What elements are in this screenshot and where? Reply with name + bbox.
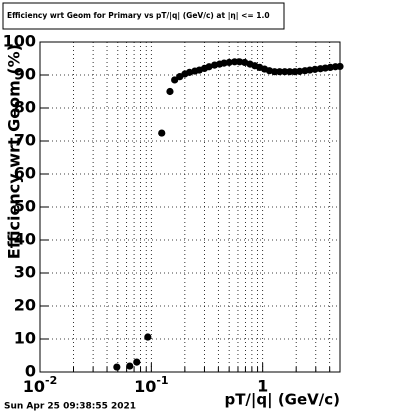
data-point — [231, 58, 239, 66]
y-tick-label: 60 — [14, 164, 36, 183]
data-point — [126, 362, 134, 370]
data-point — [271, 68, 279, 76]
data-point — [311, 65, 319, 73]
y-tick-label: 70 — [14, 131, 36, 150]
chart-title: Efficiency wrt Geom for Primary vs pT/|q… — [7, 11, 270, 21]
y-tick-label: 50 — [14, 197, 36, 216]
y-tick-label: 40 — [14, 230, 36, 249]
x-tick-exponent: -2 — [45, 374, 57, 387]
data-point — [296, 67, 304, 75]
data-point — [133, 358, 141, 366]
y-tick-label: 90 — [14, 65, 36, 84]
y-tick-label: 0 — [25, 362, 36, 381]
data-point — [336, 62, 344, 71]
data-point — [113, 363, 121, 371]
data-point — [276, 68, 284, 76]
title-box — [2, 2, 285, 30]
data-point — [166, 87, 174, 96]
data-point — [144, 333, 152, 341]
data-point — [225, 58, 233, 67]
y-tick-label: 100 — [3, 32, 36, 51]
x-tick-exponent: -1 — [156, 374, 168, 387]
data-point — [286, 68, 294, 76]
x-tick-base: 10 — [134, 377, 156, 396]
y-tick-label: 80 — [14, 98, 36, 117]
y-axis-label: Efficiency wrt Geom (%) — [5, 44, 24, 259]
data-point — [185, 68, 194, 76]
y-tick-label: 30 — [14, 263, 36, 282]
data-point — [205, 63, 213, 71]
x-tick-label: 10-2 — [23, 374, 58, 396]
x-tick-label: 10-1 — [134, 374, 169, 396]
y-tick-label: 10 — [14, 329, 36, 348]
x-tick-base: 10 — [23, 377, 45, 396]
footer: Sun Apr 25 09:38:55 2021 — [4, 402, 136, 412]
data-point — [158, 129, 166, 137]
x-tick-label: 1 — [257, 377, 268, 396]
x-axis-label: pT/|q| (GeV/c) — [224, 391, 340, 410]
data-point — [171, 76, 179, 84]
data-point — [281, 68, 289, 76]
y-tick-label: 20 — [14, 296, 36, 315]
